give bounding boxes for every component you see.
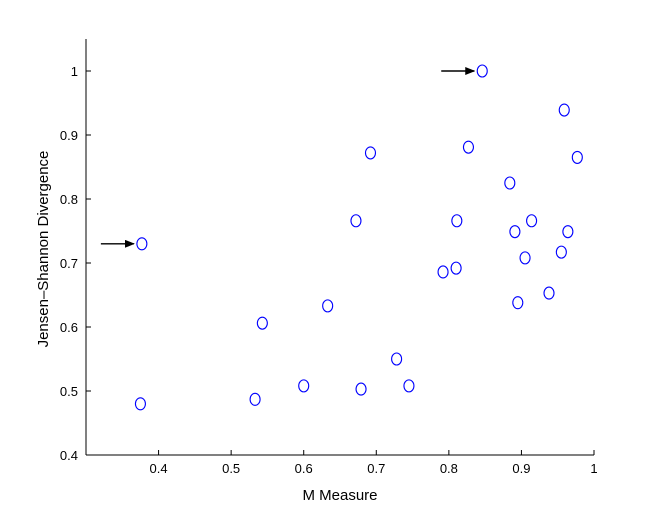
y-tick-label: 1: [71, 64, 78, 79]
data-point: [558, 103, 570, 117]
y-tick-label: 0.9: [60, 128, 78, 143]
data-points: [134, 64, 583, 411]
data-point: [450, 261, 462, 275]
x-tick-label: 0.4: [150, 461, 168, 476]
x-tick-label: 0.9: [512, 461, 530, 476]
annotations: [100, 67, 476, 248]
y-axis-label: Jensen–Shannon Divergence: [35, 151, 52, 348]
data-point: [322, 299, 334, 313]
axes: [85, 39, 594, 456]
data-point: [451, 214, 463, 228]
data-point: [509, 225, 521, 239]
x-tick-label: 0.5: [222, 461, 240, 476]
x-axis-label: M Measure: [302, 487, 377, 504]
data-point: [526, 214, 538, 228]
ticks: 0.4 0.5 0.6 0.7 0.8 0.9 1 0.4 0.5 0.6 0.7 0.8 0.9 1: [60, 64, 598, 476]
data-point: [462, 140, 475, 154]
data-point: [403, 379, 415, 393]
x-tick-label: 0.7: [367, 461, 385, 476]
data-point: [555, 245, 567, 259]
data-point: [543, 286, 555, 300]
x-tick-label: 0.6: [295, 461, 313, 476]
y-tick-label: 0.5: [60, 384, 78, 399]
x-tick-label: 0.8: [440, 461, 458, 476]
data-point: [476, 64, 488, 78]
data-point: [256, 316, 268, 330]
data-point: [134, 397, 146, 411]
data-point: [504, 176, 516, 190]
data-point: [249, 392, 261, 406]
x-tick-label: 1: [590, 461, 597, 476]
y-tick-label: 0.6: [60, 320, 78, 335]
data-point: [355, 382, 367, 396]
data-point: [364, 146, 377, 160]
data-point: [391, 352, 403, 366]
y-tick-label: 0.4: [60, 448, 78, 463]
data-point: [437, 265, 449, 279]
data-point: [350, 214, 362, 228]
data-point: [562, 225, 574, 239]
data-point: [298, 379, 310, 393]
data-point: [571, 150, 583, 164]
y-tick-label: 0.7: [60, 256, 78, 271]
data-point: [512, 296, 524, 310]
y-tick-label: 0.8: [60, 192, 78, 207]
data-point: [519, 251, 531, 265]
data-point: [136, 237, 148, 251]
